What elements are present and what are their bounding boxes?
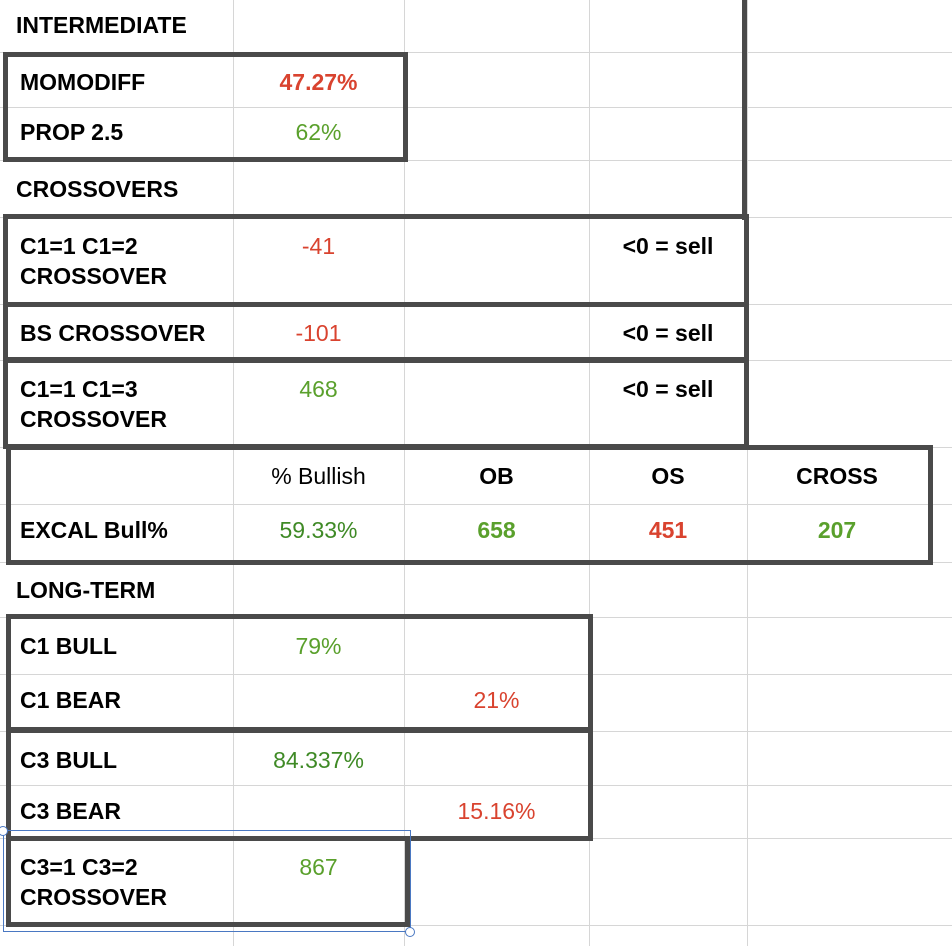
- c1-c2-note[interactable]: <0 = sell: [622, 233, 714, 259]
- momodiff-value[interactable]: 47.27%: [279, 69, 358, 95]
- excal-ob-value[interactable]: 658: [477, 517, 516, 543]
- c1-bull-label[interactable]: C1 BULL: [20, 633, 118, 659]
- excal-table-box: [6, 445, 933, 565]
- c3-bear-label[interactable]: C3 BEAR: [20, 798, 121, 824]
- cell-selection-outline[interactable]: [3, 830, 411, 932]
- c1-c3-label-line1[interactable]: C1=1 C1=3: [20, 376, 138, 402]
- c1-c3-label-line2: CROSSOVER: [20, 406, 167, 432]
- excal-cross-value[interactable]: 207: [817, 517, 857, 543]
- excal-label[interactable]: EXCAL Bull%: [20, 517, 168, 543]
- section-crossovers: CROSSOVERS: [16, 176, 179, 202]
- selection-handle-bottom-right[interactable]: [405, 927, 415, 937]
- header-bullish[interactable]: % Bullish: [271, 463, 366, 489]
- c1-c2-value[interactable]: -41: [301, 233, 336, 259]
- excal-os-value[interactable]: 451: [648, 517, 688, 543]
- right-column-border: [742, 0, 747, 220]
- section-long-term: LONG-TERM: [16, 577, 156, 603]
- c1-c3-value[interactable]: 468: [299, 376, 338, 402]
- excal-bullish-value[interactable]: 59.33%: [279, 517, 358, 543]
- bs-crossover-note[interactable]: <0 = sell: [622, 320, 714, 346]
- c3-bear-value[interactable]: 15.16%: [457, 798, 536, 824]
- section-intermediate: INTERMEDIATE: [16, 12, 187, 38]
- c1-c3-note[interactable]: <0 = sell: [622, 376, 714, 402]
- intermediate-box: [3, 52, 408, 162]
- c1-bear-value[interactable]: 21%: [473, 687, 520, 713]
- c3-bull-value[interactable]: 84.337%: [273, 747, 364, 773]
- c3-c2-label-line2: CROSSOVER: [20, 884, 167, 910]
- c3-c2-value[interactable]: 867: [299, 854, 338, 880]
- header-cross[interactable]: CROSS: [796, 463, 878, 489]
- c3-bull-label[interactable]: C3 BULL: [20, 747, 118, 773]
- c1-c2-label-line1[interactable]: C1=1 C1=2: [20, 233, 138, 259]
- prop-value[interactable]: 62%: [295, 119, 342, 145]
- c1-bull-value[interactable]: 79%: [295, 633, 342, 659]
- c1-bear-label[interactable]: C1 BEAR: [20, 687, 121, 713]
- momodiff-label[interactable]: MOMODIFF: [20, 69, 146, 95]
- header-os[interactable]: OS: [651, 463, 685, 489]
- bs-crossover-label[interactable]: BS CROSSOVER: [20, 320, 206, 346]
- c3-c2-label-line1[interactable]: C3=1 C3=2: [20, 854, 138, 880]
- c1-c2-label-line2: CROSSOVER: [20, 263, 167, 289]
- header-ob[interactable]: OB: [479, 463, 514, 489]
- selection-handle-top-left[interactable]: [0, 826, 8, 836]
- prop-label[interactable]: PROP 2.5: [20, 119, 124, 145]
- c3-crossover-box: [6, 836, 410, 927]
- bs-crossover-value[interactable]: -101: [295, 320, 342, 346]
